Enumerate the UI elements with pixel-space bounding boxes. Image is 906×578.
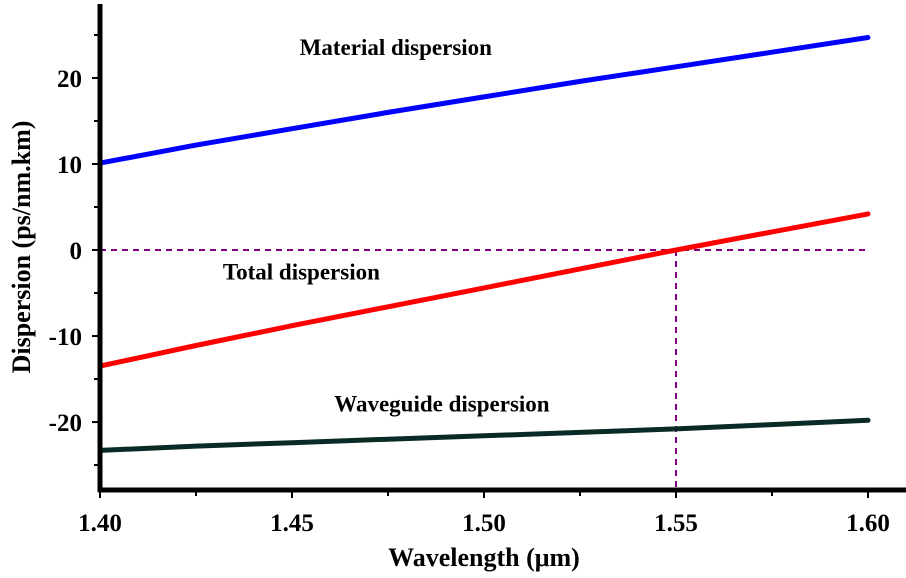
reference-lines <box>100 249 866 490</box>
x-tick-label: 1.60 <box>846 510 890 537</box>
y-tick-label: 20 <box>57 66 82 93</box>
waveguide-dispersion-annotation: Waveguide dispersion <box>334 392 550 417</box>
y-tick-label: -10 <box>49 324 82 351</box>
total-dispersion-annotation: Total dispersion <box>223 259 380 284</box>
x-tick-label: 1.50 <box>462 510 506 537</box>
x-tick-label: 1.55 <box>654 510 698 537</box>
x-axis-title: Wavelength (μm) <box>388 543 580 572</box>
curves <box>97 35 871 453</box>
curve-annotations: Material dispersion Total dispersion Waveg… <box>223 35 550 417</box>
material-dispersion-line <box>97 35 871 166</box>
y-tick-label: 0 <box>70 238 83 265</box>
x-tick-label: 1.45 <box>270 510 314 537</box>
material-dispersion-annotation: Material dispersion <box>300 35 492 60</box>
x-tick-label: 1.40 <box>78 510 122 537</box>
tick-labels: 1.40 1.45 1.50 1.55 1.60 20 10 0 -10 -20 <box>49 66 890 537</box>
ticks <box>92 33 869 498</box>
axes <box>97 4 906 493</box>
total-dispersion-line <box>97 211 871 369</box>
waveguide-dispersion-line <box>97 417 871 453</box>
y-tick-label: -20 <box>49 410 82 437</box>
y-tick-label: 10 <box>57 152 82 179</box>
y-axis-title: Dispersion (ps/nm.km) <box>7 121 36 374</box>
